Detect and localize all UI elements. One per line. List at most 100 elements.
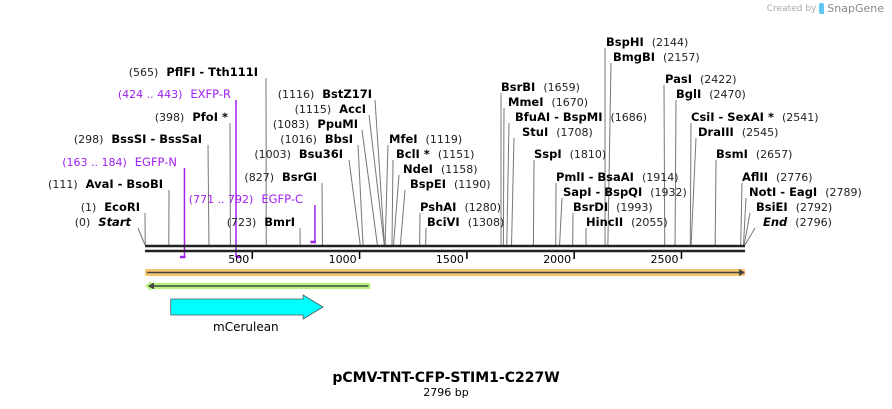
site-name: NotI - EagI [749,185,818,199]
site-position: (1003) [254,148,291,161]
site-name: PmlI - BsaAI [556,170,634,184]
site-position: (2776) [775,171,813,184]
site-label-bsssi-bsssai[interactable]: (298) BssSI - BssSaI [74,132,202,147]
site-label-start[interactable]: (0) Start [75,215,131,230]
site-label-bcivi[interactable]: BciVI (1308) [427,215,504,230]
site-position: (163 .. 184) [62,156,127,169]
cut-site-line [714,159,717,246]
site-position: (398) [154,111,185,124]
site-position: (1115) [294,103,332,116]
site-name: End [763,215,788,229]
site-label-pflfi-tth111i[interactable]: (565) PflFI - Tth111I [129,65,258,80]
site-label-end[interactable]: End (2796) [763,215,832,230]
site-position: (1932) [650,186,687,199]
site-position: (1016) [280,133,317,146]
site-position: (1) [80,201,97,214]
site-label-bsrgi[interactable]: (827) BsrGI [244,170,317,185]
site-label-pfoi[interactable]: (398) PfoI * [155,110,228,125]
site-label-csii-sexai[interactable]: CsiI - SexAI * (2541) [691,110,819,125]
site-position: (1158) [440,163,478,176]
feature-label-mcerulean[interactable]: mCerulean [213,320,279,334]
site-name: MmeI [508,95,544,109]
cut-site-line [607,62,612,246]
site-label-pshai[interactable]: PshAI (1280) [420,200,501,215]
site-label-pmli-bsaai[interactable]: PmlI - BsaAI (1914) [556,170,679,185]
site-label-bmgbi[interactable]: BmgBI (2157) [613,50,700,65]
cut-site-line [740,182,743,246]
site-name: BssSI - BssSaI [111,132,202,146]
site-name: AvaI - BsoBI [85,177,163,191]
site-label-bcli[interactable]: BclI * (1151) [396,147,474,162]
site-label-aflii[interactable]: AflII (2776) [742,170,813,185]
cut-site-line [674,99,677,246]
site-label-bsmi[interactable]: BsmI (2657) [716,147,792,162]
site-label-pasi[interactable]: PasI (2422) [665,72,737,87]
site-position: (2545) [741,126,779,139]
site-label-acci[interactable]: (1115) AccI [295,102,366,117]
sequence-length: 2796 bp [423,386,469,399]
site-label-bspei[interactable]: BspEI (1190) [410,177,491,192]
cut-site-line [690,137,697,246]
site-name: BmrI [264,215,295,229]
site-name: BmgBI [613,50,656,64]
site-label-bsphi[interactable]: BspHI (2144) [606,35,688,50]
site-name: PshAI [420,200,457,214]
site-label-hincii[interactable]: HincII (2055) [586,215,668,230]
cut-site-line [384,144,389,246]
site-label-bsrdi[interactable]: BsrDI (1993) [573,200,653,215]
site-position: (2470) [709,88,746,101]
site-name: BbsI [324,132,353,146]
cut-site-line [399,189,406,246]
primer-label-exfp-r[interactable]: (424 .. 443) EXFP-R [118,87,231,102]
site-label-mfei[interactable]: MfeI (1119) [389,132,462,147]
site-label-bsu36i[interactable]: (1003) Bsu36I [254,147,343,162]
site-label-noti-eagi[interactable]: NotI - EagI (2789) [749,185,862,200]
site-label-mmei[interactable]: MmeI (1670) [508,95,588,110]
site-label-bfuai-bspmi[interactable]: BfuAI - BspMI (1686) [515,110,647,125]
site-label-sapi-bspqi[interactable]: SapI - BspQI (1932) [563,185,687,200]
site-position: (1190) [453,178,491,191]
site-label-stui[interactable]: StuI (1708) [522,125,593,140]
site-name: HincII [586,215,624,229]
site-name: AflII [742,170,768,184]
ruler-tick-label: 500 [228,253,250,266]
site-label-ndei[interactable]: NdeI (1158) [403,162,478,177]
site-label-bmri[interactable]: (723) BmrI [227,215,295,230]
cut-site-line [743,212,751,246]
site-name: BsmI [716,147,748,161]
site-name: BspEI [410,177,446,191]
cut-site-line [348,159,361,246]
site-label-avai-bsobi[interactable]: (111) AvaI - BsoBI [48,177,163,192]
site-label-bstz17i[interactable]: (1116) BstZ17I [278,87,372,102]
site-label-ecori[interactable]: (1) EcoRI [81,200,140,215]
site-label-bgli[interactable]: BglI (2470) [676,87,746,102]
site-label-draiii[interactable]: DraIII (2545) [698,125,778,140]
cut-site-line [391,159,394,246]
snapgene-credit: Created by SnapGene [767,2,884,15]
site-position: (771 .. 792) [188,193,254,206]
site-label-bbsi[interactable]: (1016) BbsI [280,132,353,147]
site-name: CsiI - SexAI * [691,110,774,124]
site-name: BsrBI [501,80,536,94]
site-name: NdeI [403,162,433,176]
site-name: EcoRI [104,200,140,214]
site-position: (1914) [641,171,679,184]
site-name: BsiEI [756,200,788,214]
credit-brand: SnapGene [827,2,884,15]
cut-site-line [137,227,146,246]
site-name: MfeI [389,132,418,146]
site-position: (2055) [631,216,668,229]
cut-site-line [663,84,666,246]
site-position: (2541) [781,111,819,124]
site-label-bsiei[interactable]: BsiEI (2792) [756,200,832,215]
site-label-ppumi[interactable]: (1083) PpuMI [273,117,358,132]
primer-label-egfp-c[interactable]: (771 .. 792) EGFP-C [189,192,303,207]
site-label-bsrbi[interactable]: BsrBI (1659) [501,80,580,95]
site-label-sspi[interactable]: SspI (1810) [534,147,606,162]
site-name: PfoI * [192,110,228,124]
primer-label-egfp-n[interactable]: (163 .. 184) EGFP-N [62,155,177,170]
site-position: (1116) [277,88,315,101]
site-position: (111) [48,178,78,191]
cut-site-line [368,114,385,246]
site-position: (1119) [425,133,463,146]
